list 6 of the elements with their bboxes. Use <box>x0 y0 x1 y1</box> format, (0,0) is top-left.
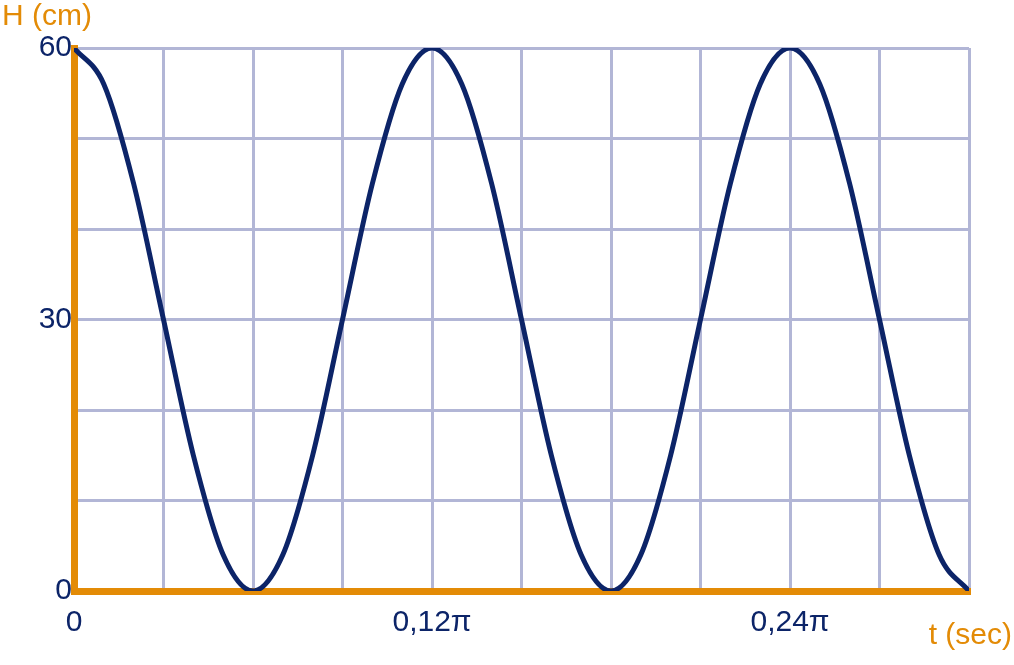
x-tick-label: 0,24π <box>750 604 830 638</box>
y-tick-label: 30 <box>38 300 72 334</box>
y-tick-label: 0 <box>55 572 72 606</box>
x-tick-label: 0,12π <box>392 604 472 638</box>
x-axis-title: t (sec) <box>928 617 1012 651</box>
y-axis-title: H (cm) <box>2 0 92 32</box>
